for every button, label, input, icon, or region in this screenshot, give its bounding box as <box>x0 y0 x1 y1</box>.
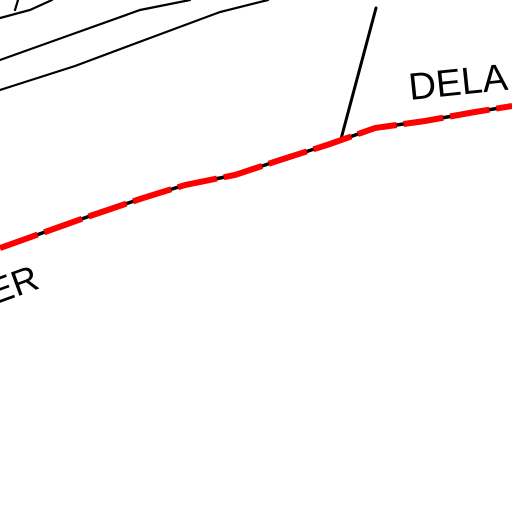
road-line-middle <box>0 0 192 62</box>
leader-line <box>339 6 378 141</box>
road-stub <box>13 0 20 12</box>
road-line-upper <box>0 0 54 20</box>
boundary-base <box>0 104 512 250</box>
river-label-right: DELA <box>407 57 511 109</box>
boundary-line <box>0 103 512 251</box>
boundary-red-dash <box>0 103 512 251</box>
road-lines <box>0 0 270 92</box>
river-label-left: ER <box>0 257 44 313</box>
road-line-lower <box>0 0 270 92</box>
